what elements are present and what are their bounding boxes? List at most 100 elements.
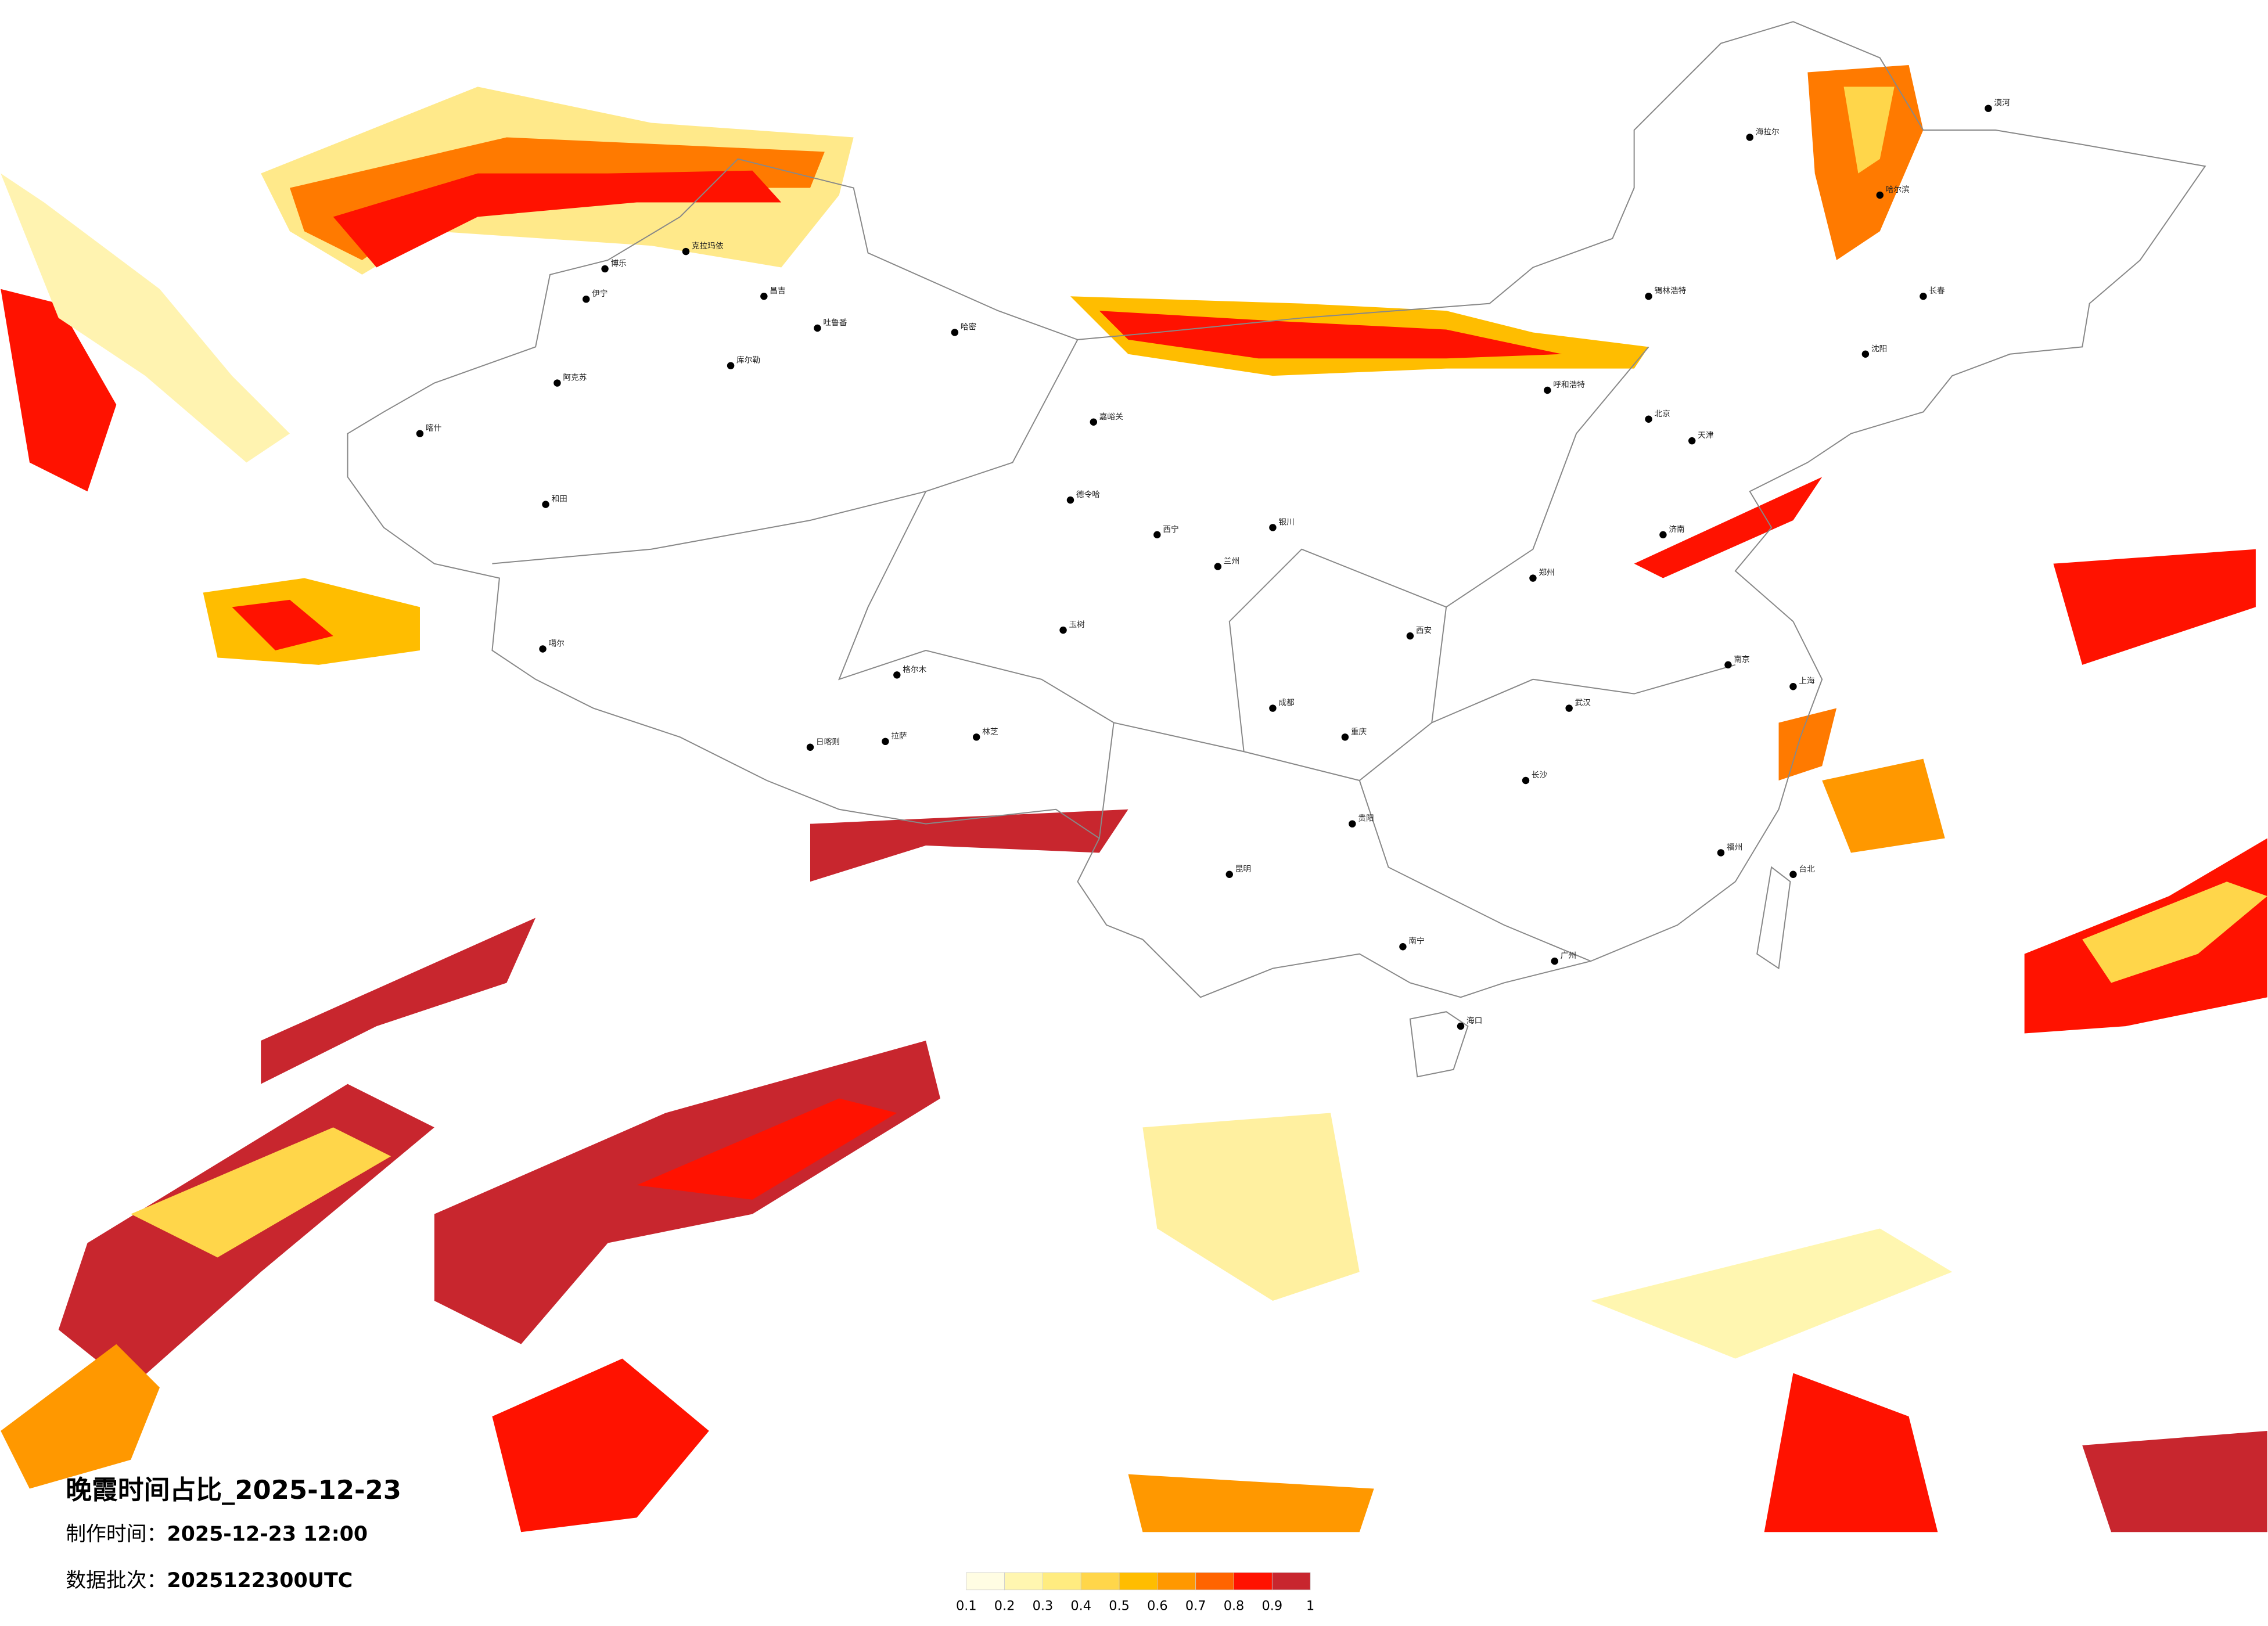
city-label: 福州	[1727, 843, 1742, 852]
legend-tick-label: 0.9	[1262, 1599, 1283, 1614]
city-dot	[1349, 820, 1356, 828]
city-label: 喀什	[426, 424, 442, 433]
city-label: 银川	[1278, 517, 1294, 527]
city-dot	[416, 430, 424, 437]
city-label: 锡林浩特	[1655, 286, 1687, 296]
city-dot	[1565, 704, 1573, 712]
city-label: 嘉峪关	[1099, 412, 1123, 422]
city-dot	[1066, 496, 1074, 504]
city-label: 西宁	[1163, 524, 1178, 534]
legend-tick-label: 0.7	[1185, 1599, 1206, 1614]
batch-label: 数据批次：	[66, 1569, 167, 1592]
legend-swatch	[1080, 1572, 1120, 1591]
city-label: 台北	[1799, 865, 1815, 874]
legend-swatch	[966, 1572, 1005, 1591]
city-label: 西安	[1416, 626, 1432, 635]
production-time: 制作时间：2025-12-23 12:00	[66, 1523, 368, 1546]
legend-tick-label: 0.5	[1109, 1599, 1130, 1614]
legend-swatch	[1234, 1572, 1273, 1591]
city-dot	[1341, 733, 1349, 741]
city-label: 贵阳	[1358, 814, 1374, 823]
city-dot	[972, 733, 980, 741]
production-time-label: 制作时间：	[66, 1523, 167, 1546]
legend-tick-label: 0.1	[956, 1599, 977, 1614]
legend-swatch	[1195, 1572, 1234, 1591]
city-dot	[1225, 870, 1233, 878]
city-dot	[1269, 524, 1277, 531]
city-label: 郑州	[1539, 569, 1554, 578]
city-label: 重庆	[1351, 727, 1367, 736]
city-dot	[760, 293, 768, 300]
city-label: 哈尔滨	[1886, 185, 1910, 195]
city-dot	[1522, 776, 1530, 785]
legend-tick-label: 0.2	[994, 1599, 1015, 1614]
city-label: 林芝	[982, 727, 998, 736]
legend-tick-label: 0.8	[1224, 1599, 1245, 1614]
city-label: 拉萨	[891, 732, 907, 741]
city-dot	[1269, 704, 1277, 712]
city-dot	[553, 379, 561, 387]
city-dot	[893, 671, 901, 679]
city-dot	[1861, 350, 1870, 358]
city-label: 广州	[1561, 951, 1576, 961]
city-dot	[882, 738, 889, 746]
city-label: 博乐	[611, 258, 627, 268]
city-dot	[1789, 683, 1797, 690]
city-dot	[814, 324, 821, 332]
city-label: 日喀则	[816, 738, 840, 747]
legend-tick-label: 0.4	[1070, 1599, 1091, 1614]
city-label: 沈阳	[1871, 344, 1887, 354]
city-dot	[1876, 191, 1884, 199]
city-dot	[727, 362, 735, 369]
map-title: 晚霞时间占比_2025-12-23	[66, 1474, 401, 1505]
city-label: 噶尔	[549, 639, 565, 649]
city-label: 长春	[1929, 286, 1945, 296]
city-label: 克拉玛依	[692, 242, 724, 251]
city-label: 济南	[1669, 525, 1684, 534]
legend-swatch	[1004, 1572, 1043, 1591]
city-dot	[1090, 418, 1098, 426]
city-dot	[1457, 1022, 1465, 1030]
legend-swatch	[1043, 1572, 1081, 1591]
city-dot	[1153, 531, 1161, 539]
city-label: 南京	[1734, 655, 1749, 664]
city-label: 阿克苏	[563, 373, 587, 383]
city-label: 和田	[551, 495, 567, 504]
city-dot	[1659, 531, 1667, 539]
city-label: 德令哈	[1076, 490, 1100, 499]
city-label: 玉树	[1069, 620, 1086, 629]
batch: 数据批次：2025122300UTC	[66, 1569, 353, 1592]
legend-tick-label: 0.6	[1147, 1599, 1168, 1614]
city-label: 上海	[1799, 677, 1815, 686]
city-label: 格尔木	[903, 665, 926, 674]
legend-tick-label: 1	[1306, 1599, 1314, 1614]
city-dot	[1920, 293, 1927, 300]
city-dot	[1645, 293, 1652, 300]
city-dot	[1544, 386, 1551, 394]
city-label: 北京	[1655, 409, 1670, 419]
city-label: 成都	[1278, 699, 1295, 708]
legend-swatch	[1271, 1572, 1311, 1591]
city-dot	[1717, 849, 1725, 857]
city-dot	[806, 743, 814, 751]
batch-value: 2025122300UTC	[167, 1569, 353, 1592]
city-label: 呼和浩特	[1553, 380, 1585, 390]
city-dot	[951, 329, 959, 336]
city-dot	[1746, 134, 1753, 141]
city-dot	[1688, 437, 1696, 445]
city-dot	[1985, 105, 1992, 112]
city-dot	[1214, 563, 1222, 570]
city-dot	[1724, 661, 1732, 669]
city-label: 天津	[1698, 431, 1714, 440]
city-dot	[1551, 957, 1558, 965]
city-label: 漠河	[1994, 99, 2010, 108]
city-dot	[1399, 943, 1407, 951]
city-dot	[1406, 632, 1414, 640]
city-dot	[539, 645, 547, 653]
city-dot	[542, 501, 549, 508]
city-label: 长沙	[1532, 771, 1548, 780]
city-dot	[1059, 626, 1067, 634]
city-dot	[1529, 574, 1537, 582]
